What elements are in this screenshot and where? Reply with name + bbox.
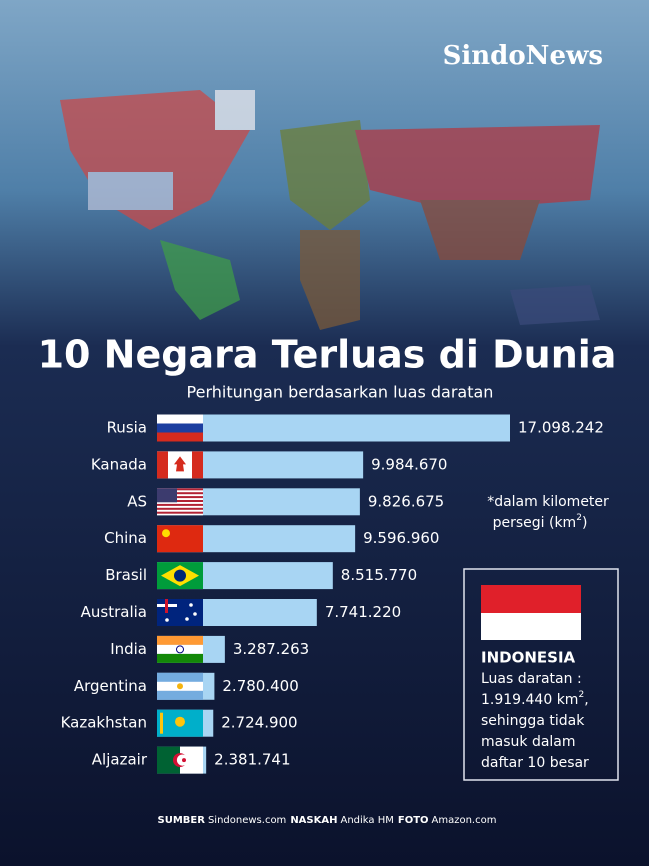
- indonesia-text: sehingga tidak: [481, 713, 585, 729]
- world-map: [60, 90, 600, 330]
- chart-title: 10 Negara Terluas di Dunia: [38, 333, 617, 377]
- indonesia-area: 1.919.440 km: [481, 692, 578, 708]
- category-label: Kanada: [91, 455, 147, 473]
- unit-note-sup: 2: [576, 513, 582, 523]
- flag: [157, 507, 203, 510]
- flag-icon: [157, 451, 203, 479]
- value-label: 2.381.741: [214, 751, 290, 769]
- footer-label: SUMBER: [158, 815, 206, 826]
- value-label: 8.515.770: [341, 566, 417, 584]
- category-label: AS: [127, 492, 147, 510]
- flag: [157, 635, 203, 645]
- unit-note: persegi (km2): [493, 513, 588, 532]
- value-label: 9.596.960: [363, 529, 439, 547]
- flag-icon: [157, 672, 203, 700]
- flag: [157, 525, 203, 553]
- flag-icon: [157, 488, 203, 516]
- indonesia-box: INDONESIA Luas daratan : 1.919.440 km2, …: [463, 568, 619, 781]
- flag: [157, 451, 168, 479]
- flag: [185, 617, 189, 621]
- value-label: 9.984.670: [371, 455, 447, 473]
- footer: SUMBER Sindonews.com NASKAH Andika HM FOTO Am…: [158, 815, 497, 826]
- flag: [180, 746, 203, 774]
- bar-chart: Rusia 17.098.242 Kanada 9.984.670 AS 9.826.67…: [61, 414, 604, 774]
- flag: [174, 569, 186, 582]
- unit-note-text: persegi (km: [493, 515, 577, 531]
- value-label: 7.741.220: [325, 603, 401, 621]
- value-label: 2.724.900: [221, 714, 297, 732]
- flag: [165, 599, 168, 613]
- flag-icon: [157, 709, 203, 737]
- flag-icon: [157, 525, 203, 553]
- flag: [182, 758, 186, 763]
- value-label: 17.098.242: [518, 419, 604, 437]
- category-label: India: [110, 640, 147, 658]
- footer-text: Amazon.com: [432, 815, 497, 826]
- indonesia-area-sup: 2: [578, 690, 584, 700]
- flag: [175, 716, 185, 727]
- flag: [157, 496, 203, 499]
- value-label: 9.826.675: [368, 492, 444, 510]
- unit-note: *dalam kilometer: [487, 494, 609, 510]
- flag: [157, 503, 203, 506]
- flag: [177, 683, 183, 690]
- bar: [157, 414, 510, 442]
- flag: [160, 712, 163, 734]
- flag: [157, 653, 203, 663]
- flag: [157, 746, 180, 774]
- indonesia-area-tail: ,: [584, 692, 588, 708]
- flag: [157, 414, 203, 424]
- flag-icon: [157, 599, 203, 626]
- indonesia-title: INDONESIA: [481, 649, 576, 667]
- flag: [165, 618, 169, 622]
- flag: [192, 451, 203, 479]
- chart-subtitle: Perhitungan berdasarkan luas daratan: [187, 383, 494, 402]
- category-label: China: [104, 529, 147, 547]
- flag: [157, 488, 177, 503]
- flag-icon: [157, 414, 203, 442]
- flag: [162, 529, 170, 538]
- flag: [157, 432, 203, 442]
- flag: [157, 492, 203, 495]
- unit-note-close: ): [582, 515, 587, 531]
- flag: [157, 511, 203, 514]
- category-label: Aljazair: [92, 751, 148, 769]
- value-label: 2.780.400: [222, 677, 298, 695]
- value-label: 3.287.263: [233, 640, 309, 658]
- flag: [157, 488, 203, 491]
- flag-icon: [157, 562, 203, 590]
- category-label: Argentina: [74, 677, 147, 695]
- category-label: Kazakhstan: [61, 714, 147, 732]
- footer-label: NASKAH: [290, 815, 337, 826]
- indonesia-text: 1.919.440 km2,: [481, 690, 589, 709]
- footer-text: Sindonews.com: [208, 815, 286, 826]
- flag: [193, 612, 197, 616]
- flag: [189, 603, 193, 607]
- indonesia-text: daftar 10 besar: [481, 755, 589, 771]
- flag: [176, 645, 184, 654]
- category-label: Brasil: [105, 566, 147, 584]
- category-label: Rusia: [107, 419, 147, 437]
- indonesia-text: masuk dalam: [481, 734, 576, 750]
- indonesia-text: Luas daratan :: [481, 671, 582, 687]
- footer-text: Andika HM: [340, 815, 393, 826]
- flag: [174, 456, 186, 472]
- flag-icon: [157, 635, 203, 663]
- flag: [157, 599, 203, 626]
- flag: [157, 500, 203, 502]
- flag: [157, 644, 203, 654]
- brand-logo: SindoNews: [443, 41, 603, 71]
- flag: [157, 423, 203, 433]
- category-label: Australia: [81, 603, 147, 621]
- footer-label: FOTO: [398, 815, 429, 826]
- flag-icon: [157, 746, 203, 774]
